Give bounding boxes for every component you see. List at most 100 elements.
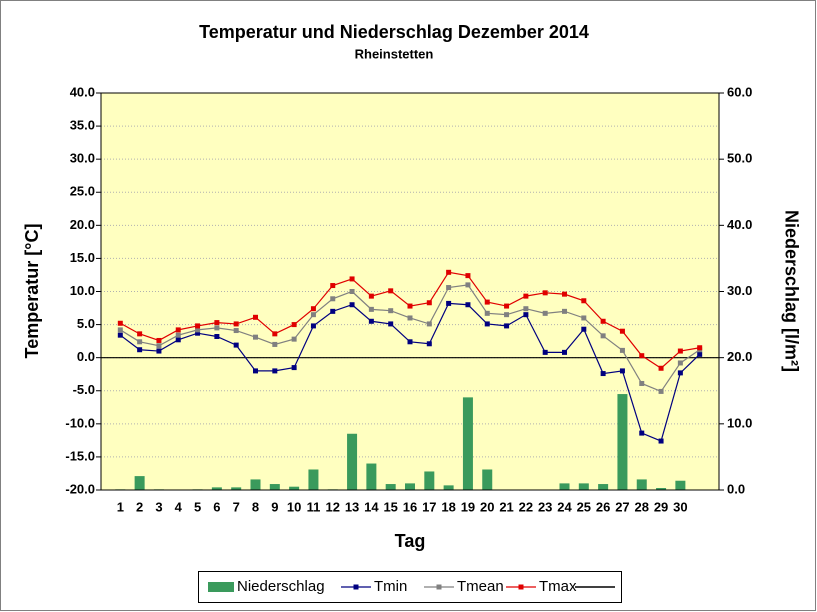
marker — [523, 306, 529, 312]
marker — [639, 380, 645, 386]
marker — [562, 349, 567, 355]
x-tick-label: 11 — [307, 499, 321, 514]
plot-border — [100, 92, 720, 491]
y2-tick-label: 0.0 — [727, 481, 745, 496]
chart-subtitle: Rheinstetten — [355, 46, 434, 61]
x-tick-label: 18 — [441, 499, 455, 514]
marker — [562, 308, 567, 314]
marker — [388, 321, 394, 327]
marker — [677, 348, 683, 354]
marker — [581, 298, 587, 304]
marker — [446, 269, 452, 275]
marker — [388, 288, 394, 294]
x-tick-label: 12 — [326, 499, 340, 514]
marker — [658, 438, 664, 444]
legend-label: Niederschlag — [237, 578, 325, 595]
marker — [407, 339, 413, 345]
marker — [484, 321, 490, 327]
marker — [117, 332, 123, 338]
x-tick-label: 13 — [345, 499, 359, 514]
legend-swatch — [518, 584, 524, 590]
marker — [233, 321, 239, 327]
bar — [598, 484, 609, 490]
y-tick-label: 10.0 — [70, 283, 95, 298]
legend-swatch — [353, 584, 359, 590]
marker — [581, 326, 587, 332]
y2-tick-label: 50.0 — [727, 151, 752, 166]
y2-tick-label: 40.0 — [727, 217, 752, 232]
x-tick-label: 21 — [499, 499, 513, 514]
marker — [465, 273, 471, 279]
x-tick-label: 8 — [252, 499, 259, 514]
bar — [308, 469, 319, 490]
marker — [446, 300, 452, 306]
bar — [578, 483, 589, 490]
marker — [484, 310, 490, 316]
marker — [407, 303, 413, 309]
legend-swatch — [436, 584, 442, 590]
marker — [291, 322, 297, 328]
marker — [542, 349, 548, 355]
marker — [137, 339, 143, 345]
marker — [504, 323, 510, 329]
x-tick-label: 7 — [233, 499, 240, 514]
marker — [658, 365, 664, 371]
marker — [619, 347, 625, 353]
marker — [253, 368, 258, 374]
marker — [175, 327, 181, 333]
marker — [542, 290, 548, 296]
marker — [310, 306, 316, 312]
x-tick-label: 19 — [461, 499, 475, 514]
y-tick-label: 20.0 — [70, 217, 95, 232]
marker — [214, 325, 220, 331]
marker — [523, 312, 529, 318]
marker — [542, 310, 548, 316]
marker — [195, 323, 201, 329]
marker — [117, 320, 123, 326]
marker — [330, 283, 336, 289]
bar — [231, 487, 242, 490]
marker — [600, 371, 606, 377]
x-tick-label: 16 — [403, 499, 417, 514]
marker — [272, 368, 278, 374]
x-tick-label: 22 — [519, 499, 533, 514]
x-tick-label: 28 — [635, 499, 649, 514]
marker — [368, 293, 374, 299]
marker — [639, 353, 645, 359]
y2-axis-label: Niederschlag [l/m²] — [781, 210, 801, 372]
y-tick-label: 35.0 — [70, 118, 95, 133]
x-tick-label: 4 — [175, 499, 183, 514]
marker — [619, 328, 625, 334]
marker — [195, 330, 201, 336]
y-tick-label: 40.0 — [70, 84, 95, 99]
marker — [291, 336, 297, 342]
marker — [175, 337, 181, 343]
marker — [330, 296, 336, 302]
y-tick-label: 0.0 — [77, 349, 95, 364]
y-tick-label: -15.0 — [65, 448, 95, 463]
marker — [562, 291, 567, 297]
bar — [462, 397, 473, 490]
marker — [310, 312, 316, 318]
x-tick-label: 23 — [538, 499, 552, 514]
marker — [426, 321, 432, 327]
y-tick-label: -5.0 — [73, 382, 95, 397]
marker — [156, 343, 162, 349]
x-tick-label: 25 — [577, 499, 591, 514]
marker — [349, 289, 355, 294]
marker — [426, 300, 432, 306]
marker — [523, 293, 529, 299]
legend-box — [198, 571, 622, 603]
marker — [504, 312, 510, 318]
legend-label: Tmin — [374, 578, 407, 595]
marker — [214, 333, 220, 339]
bar — [617, 394, 628, 490]
legend-label: Tmean — [457, 578, 504, 595]
bar — [269, 484, 280, 490]
marker — [349, 276, 355, 282]
y-tick-label: 5.0 — [77, 316, 95, 331]
marker — [697, 345, 703, 351]
y2-tick-label: 60.0 — [727, 84, 752, 99]
marker — [195, 327, 201, 333]
marker — [677, 370, 683, 376]
